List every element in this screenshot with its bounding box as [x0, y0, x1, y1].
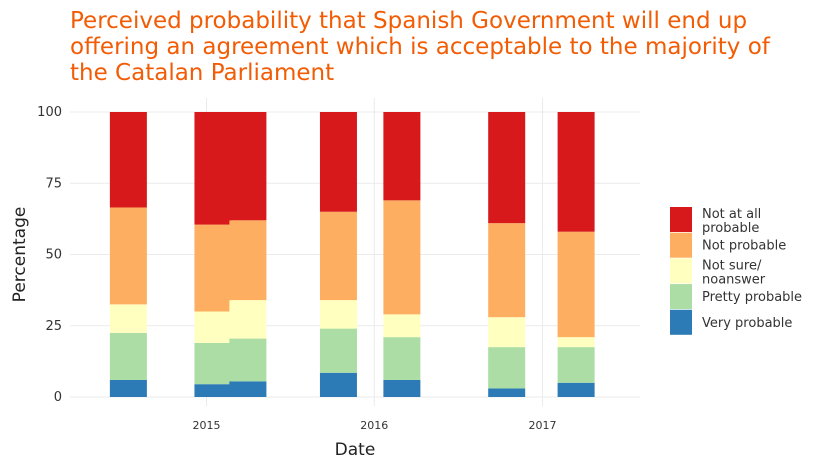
legend-label: Pretty probable — [702, 290, 802, 305]
y-tick-label: 25 — [45, 319, 62, 334]
bar-segment — [383, 379, 421, 397]
bar-segment — [194, 112, 232, 225]
bar-segment — [194, 384, 232, 397]
bar-segment — [194, 311, 232, 343]
y-tick-label: 75 — [45, 176, 62, 191]
bar-segment — [488, 347, 526, 389]
bar-segment — [109, 379, 147, 397]
bar-segment — [109, 332, 147, 380]
legend-swatch — [670, 309, 692, 335]
y-tick-label: 0 — [54, 390, 62, 405]
bar-segment — [229, 338, 267, 382]
bar-segment — [109, 304, 147, 333]
bar-segment — [488, 388, 526, 397]
legend-swatch — [670, 207, 692, 232]
x-tick-label: 2017 — [529, 419, 557, 432]
bar-segment — [383, 112, 421, 201]
legend-swatch — [670, 232, 692, 258]
legend-label: Very probable — [702, 316, 792, 331]
bar-segment — [488, 223, 526, 318]
bar-segment — [194, 224, 232, 312]
x-tick-label: 2015 — [193, 419, 221, 432]
bar-segment — [229, 112, 267, 221]
legend-swatch — [670, 258, 692, 284]
bar-segment — [557, 112, 595, 232]
bar-segment — [488, 317, 526, 348]
bar-segment — [557, 231, 595, 338]
bar-segment — [229, 220, 267, 301]
bar-segment — [319, 328, 357, 373]
bar-segment — [319, 372, 357, 397]
bar-segment — [194, 342, 232, 385]
bar-segment — [557, 347, 595, 383]
bar-segment — [383, 200, 421, 315]
bar-segment — [319, 112, 357, 212]
bar-segment — [109, 112, 147, 208]
bar-segment — [319, 211, 357, 301]
y-axis-title: Percentage — [10, 207, 30, 303]
bar-segment — [109, 207, 147, 305]
bar-segment — [488, 112, 526, 224]
bar-segment — [319, 300, 357, 329]
chart-title: Perceived probability that Spanish Gover… — [70, 8, 770, 86]
x-tick-label: 2016 — [360, 419, 388, 432]
y-tick-label: 50 — [45, 248, 62, 263]
legend-label: Not probable — [702, 239, 786, 254]
bar-segment — [229, 300, 267, 339]
legend-label: Not sure/noanswer — [702, 258, 766, 287]
legend-swatch — [670, 284, 692, 310]
x-axis-title: Date — [335, 440, 376, 460]
bar-segment — [383, 337, 421, 380]
legend-label: Not at all probable — [702, 207, 761, 236]
bar-segment — [557, 382, 595, 397]
bar-segment — [229, 381, 267, 397]
y-tick-label: 100 — [37, 105, 62, 120]
bar-segment — [383, 314, 421, 338]
bar-segment — [557, 337, 595, 348]
